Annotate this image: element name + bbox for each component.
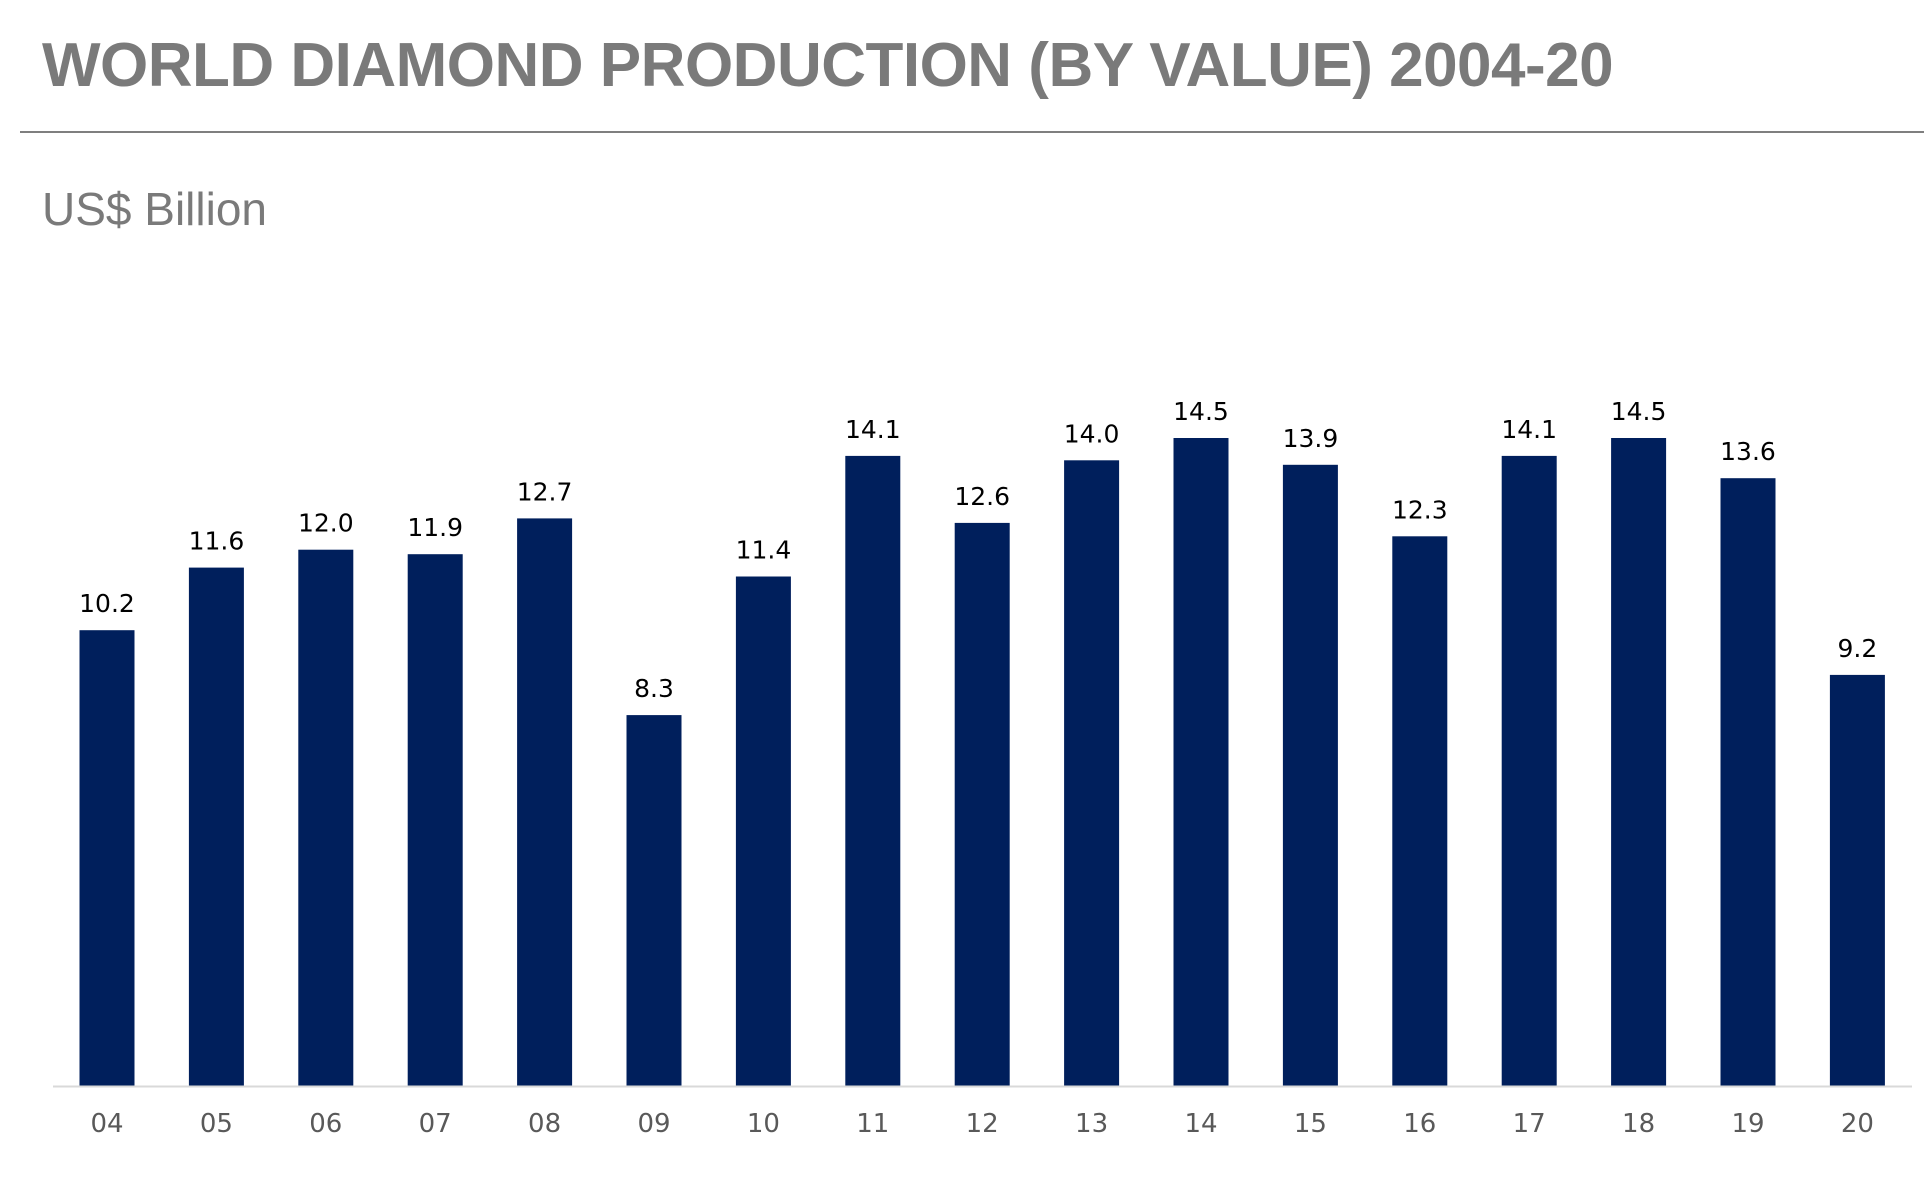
title-divider: [20, 131, 1924, 133]
x-tick-label-18: 18: [1622, 1109, 1655, 1139]
data-label-08: 12.7: [517, 477, 573, 506]
x-tick-label-04: 04: [90, 1109, 123, 1139]
bar-20: [1829, 674, 1885, 1086]
bar-10: [735, 576, 791, 1086]
data-label-19: 13.6: [1720, 437, 1776, 466]
bar-18: [1611, 438, 1667, 1086]
x-tick-label-17: 17: [1513, 1109, 1546, 1139]
bar-05: [188, 567, 244, 1086]
x-tick-label-09: 09: [637, 1109, 670, 1139]
bar-13: [1064, 460, 1120, 1086]
data-label-16: 12.3: [1392, 495, 1448, 524]
x-tick-label-07: 07: [419, 1109, 452, 1139]
x-tick-label-14: 14: [1184, 1109, 1217, 1139]
bar-11: [845, 455, 901, 1086]
data-label-04: 10.2: [79, 589, 135, 618]
data-label-17: 14.1: [1501, 415, 1557, 444]
bar-15: [1282, 464, 1338, 1086]
data-label-05: 11.6: [189, 527, 245, 556]
bar-16: [1392, 536, 1448, 1086]
data-label-18: 14.5: [1611, 397, 1667, 426]
x-tick-label-11: 11: [856, 1109, 889, 1139]
x-tick-label-08: 08: [528, 1109, 561, 1139]
x-tick-label-10: 10: [747, 1109, 780, 1139]
x-tick-label-16: 16: [1403, 1109, 1436, 1139]
chart-title: WORLD DIAMOND PRODUCTION (BY VALUE) 2004…: [42, 31, 1614, 100]
data-label-13: 14.0: [1064, 419, 1120, 448]
bar-12: [954, 522, 1010, 1086]
bar-19: [1720, 478, 1776, 1086]
data-label-12: 12.6: [954, 482, 1010, 511]
x-tick-label-05: 05: [200, 1109, 233, 1139]
x-tick-label-06: 06: [309, 1109, 342, 1139]
data-label-06: 12.0: [298, 509, 354, 538]
x-tick-label-20: 20: [1841, 1109, 1874, 1139]
data-label-11: 14.1: [845, 415, 901, 444]
x-tick-label-12: 12: [966, 1109, 999, 1139]
x-tick-label-15: 15: [1294, 1109, 1327, 1139]
data-label-09: 8.3: [634, 674, 674, 703]
value-labels-layer: 10.2 11.6 12.0 11.9 12.7 8.3 11.4 14.1 12.6 14.0 1…: [79, 397, 1877, 703]
data-label-15: 13.9: [1283, 424, 1339, 453]
chart-subtitle: US$ Billion: [42, 183, 267, 235]
x-tick-labels-layer: 04 05 06 07 08 09 10 11 12 13 14 15 16 17 18 19 20: [90, 1109, 1873, 1139]
bar-09: [626, 715, 682, 1086]
x-tick-label-19: 19: [1731, 1109, 1764, 1139]
data-label-20: 9.2: [1838, 634, 1878, 663]
bar-04: [79, 630, 135, 1086]
bar-08: [517, 518, 573, 1086]
data-label-10: 11.4: [736, 536, 792, 565]
bar-14: [1173, 438, 1229, 1086]
x-tick-label-13: 13: [1075, 1109, 1108, 1139]
bars-layer: [79, 438, 1885, 1086]
data-label-07: 11.9: [407, 513, 463, 542]
bar-17: [1501, 455, 1557, 1086]
bar-06: [298, 549, 354, 1086]
bar-07: [407, 554, 463, 1086]
data-label-14: 14.5: [1173, 397, 1229, 426]
